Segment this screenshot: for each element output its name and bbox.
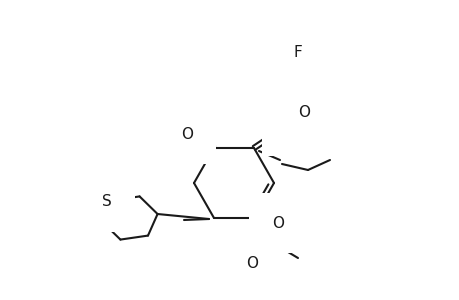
- Text: O: O: [246, 256, 257, 271]
- Text: O: O: [297, 104, 309, 119]
- Text: N: N: [285, 118, 296, 134]
- Text: F: F: [293, 44, 302, 59]
- Text: O: O: [180, 127, 193, 142]
- Text: O: O: [271, 215, 283, 230]
- Text: S: S: [102, 194, 112, 209]
